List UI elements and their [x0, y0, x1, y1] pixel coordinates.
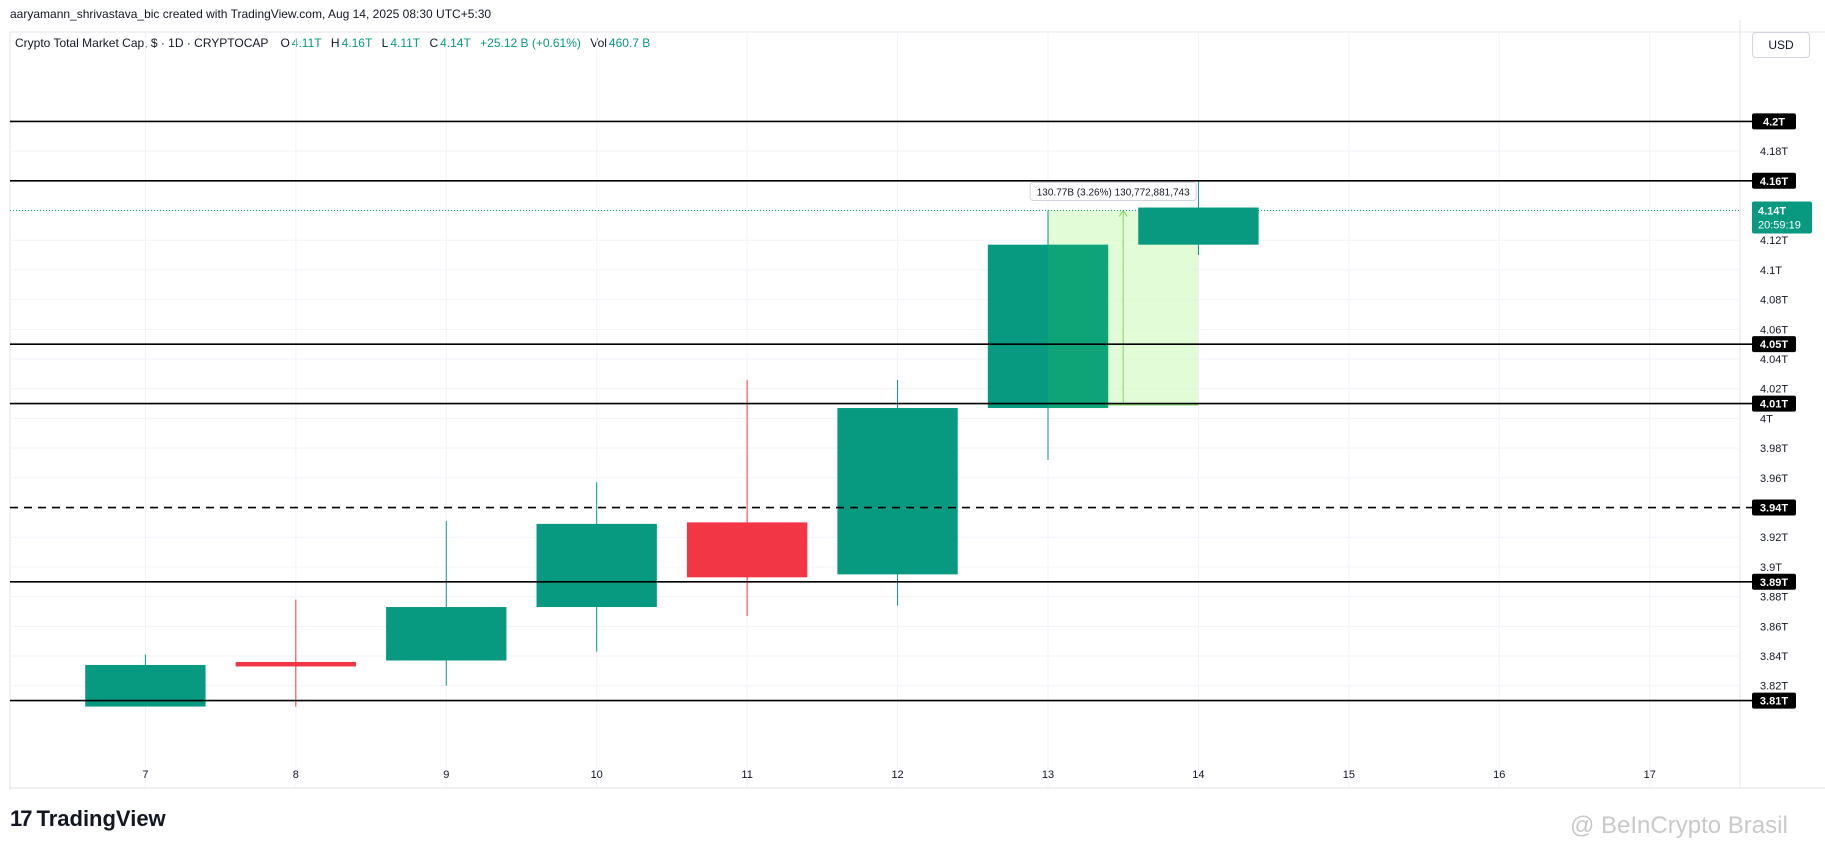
y-tick-label: 4T	[1760, 413, 1773, 425]
low-value: 4.11T	[390, 36, 421, 50]
level-label: 3.81T	[1760, 696, 1788, 708]
x-tick-label: 13	[1042, 769, 1054, 781]
tradingview-brand[interactable]: 17 TradingView	[10, 806, 166, 832]
y-tick-label: 3.92T	[1760, 532, 1788, 544]
level-label: 3.89T	[1760, 577, 1788, 589]
y-tick-label: 4.18T	[1760, 146, 1788, 158]
y-tick-label: 3.9T	[1760, 562, 1782, 574]
level-badge	[1752, 499, 1796, 516]
high-value: 4.16T	[341, 36, 373, 50]
close-label: C	[429, 36, 439, 50]
level-badge	[1752, 573, 1796, 590]
x-tick-label: 15	[1343, 769, 1355, 781]
level-label: 4.05T	[1760, 339, 1788, 351]
y-tick-label: 4.08T	[1760, 295, 1788, 307]
measure-label-box	[1029, 182, 1197, 202]
currency-button[interactable]: USD	[1752, 32, 1810, 58]
watermark: @ BeInCrypto Brasil	[1570, 812, 1788, 839]
price-chart[interactable]: 130.77B (3.26%) 130,772,881,743 4.18T 4.12…	[0, 0, 1825, 790]
y-tick-label: 3.88T	[1760, 592, 1788, 604]
change-value: +25.12 B (+0.61%)	[480, 36, 581, 50]
countdown-label: 20:59:19	[1758, 220, 1801, 232]
level-label: 3.94T	[1760, 503, 1788, 515]
candle-body	[1138, 207, 1259, 245]
open-label: O	[280, 36, 290, 50]
y-tick-label: 3.96T	[1760, 473, 1788, 485]
y-tick-label: 4.1T	[1760, 265, 1782, 277]
y-tick-label: 4.12T	[1760, 235, 1788, 247]
y-tick-label: 4.02T	[1760, 384, 1788, 396]
level-badge	[1752, 395, 1796, 412]
x-tick-label: 8	[293, 769, 299, 781]
volume-value: 460.7 B	[608, 36, 651, 50]
candle-body	[235, 661, 356, 667]
candle-body	[686, 522, 808, 578]
candle-body	[987, 244, 1109, 409]
high-label: H	[330, 36, 340, 50]
level-label: 4.2T	[1763, 116, 1785, 128]
candle-body	[536, 523, 657, 608]
tradingview-logo-icon: 17	[10, 806, 33, 831]
x-tick-label: 9	[443, 769, 449, 781]
candle-body	[837, 408, 958, 575]
volume-label: Vol	[590, 36, 607, 50]
x-tick-label: 12	[891, 769, 903, 781]
plot-frame	[9, 31, 1825, 790]
x-tick-label: 11	[741, 769, 752, 781]
candle-body	[386, 607, 507, 661]
candle-body	[85, 664, 206, 707]
level-badge	[1752, 172, 1796, 189]
y-tick-label: 3.98T	[1760, 443, 1788, 455]
y-tick-label: 3.82T	[1760, 681, 1788, 693]
chart-attribution: aaryamann_shrivastava_bic created with T…	[10, 7, 492, 21]
y-tick-label: 3.84T	[1760, 651, 1788, 663]
current-price-label: 4.14T	[1758, 206, 1786, 218]
symbol-legend: Crypto Total Market Cap, $ · 1D · CRYPTO…	[15, 36, 656, 50]
x-tick-label: 7	[142, 769, 148, 781]
x-tick-label: 14	[1192, 769, 1204, 781]
close-value: 4.14T	[440, 36, 471, 50]
level-badge	[1752, 336, 1796, 353]
low-label: L	[381, 36, 389, 50]
current-price-badge	[1752, 201, 1812, 234]
level-badge	[1752, 692, 1796, 709]
y-tick-label: 3.86T	[1760, 621, 1788, 633]
y-tick-label: 4.04T	[1760, 354, 1788, 366]
x-tick-label: 10	[591, 769, 603, 781]
x-tick-label: 16	[1493, 769, 1505, 781]
brand-name: TradingView	[36, 806, 166, 831]
level-label: 4.16T	[1760, 176, 1788, 188]
level-label: 4.01T	[1760, 399, 1788, 411]
open-value: 4.11T	[291, 36, 322, 50]
x-tick-label: 17	[1644, 769, 1656, 781]
measure-label: 130.77B (3.26%) 130,772,881,743	[1037, 188, 1190, 199]
symbol-title[interactable]: Crypto Total Market Cap, $ · 1D · CRYPTO…	[15, 36, 269, 50]
y-tick-label: 4.06T	[1760, 324, 1788, 336]
measure-overlap-tint	[1048, 244, 1109, 409]
level-badge	[1752, 113, 1796, 130]
